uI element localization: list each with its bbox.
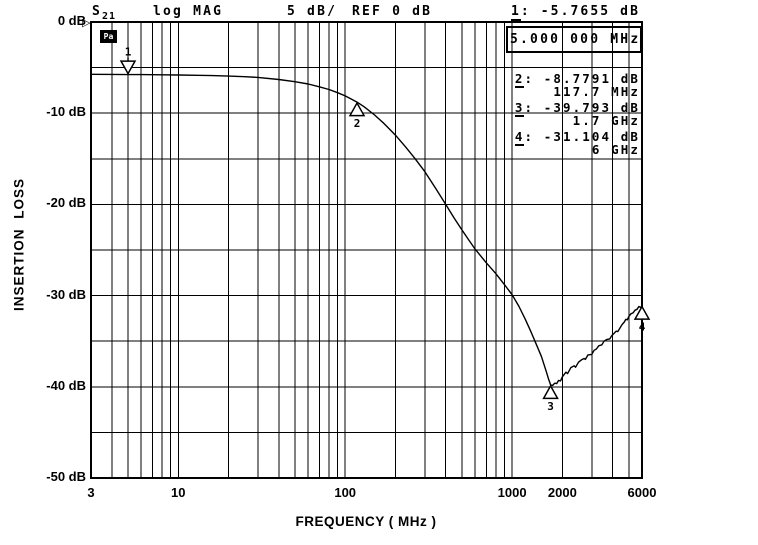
plot-border — [89, 20, 644, 480]
y-tick-label: -30 dB — [46, 286, 86, 302]
s-parameter-label: S21 — [92, 4, 116, 22]
status-badge: Pa — [100, 30, 117, 43]
format-label: log MAG — [153, 4, 224, 19]
marker1-frequency-box: 5.000 000 MHz — [506, 26, 642, 53]
marker-3-symbol — [542, 384, 559, 400]
marker2-number: 2 — [514, 71, 525, 88]
marker1-number: 1 — [510, 4, 521, 21]
reference-level-pointer-icon: ▷ — [82, 16, 91, 29]
scale-label: 5 dB/ — [287, 4, 338, 19]
x-tick-label: 1000 — [497, 485, 527, 500]
marker-4-plot-label: 4 — [639, 321, 646, 334]
marker4-frequency: 6 GHz — [591, 142, 640, 157]
marker1-readout: 1: -5.7655 dB — [510, 4, 640, 21]
marker4-readout: 4: -31.104 dB — [514, 129, 640, 146]
marker-4-symbol — [633, 305, 651, 320]
y-axis-title: INSERTION LOSS — [11, 178, 27, 312]
marker-2-plot-label: 2 — [354, 117, 361, 130]
x-tick-label: 10 — [171, 485, 186, 500]
s-parameter-subscript: 21 — [102, 11, 117, 22]
marker4-number: 4 — [514, 129, 525, 146]
marker3-value: : -39.793 dB — [524, 100, 640, 115]
marker1-frequency: 5.000 000 MHz — [510, 32, 641, 47]
reference-label: REF 0 dB — [352, 4, 433, 19]
marker3-readout: 3: -39.793 dB — [514, 100, 640, 117]
y-tick-label: -50 dB — [46, 469, 86, 484]
y-tick-label: 0 dB — [57, 13, 86, 28]
marker2-value: : -8.7791 dB — [524, 71, 640, 86]
x-tick-label: 6000 — [627, 485, 657, 500]
trace-s21 — [90, 73, 643, 387]
marker-3-plot-label: 3 — [547, 400, 554, 413]
y-tick-label: -40 dB — [46, 377, 86, 393]
s-parameter-main: S — [92, 4, 103, 19]
marker-2-symbol — [348, 101, 366, 117]
marker4-value: : -31.104 dB — [524, 129, 640, 144]
marker-1-plot-label: 1 — [125, 46, 132, 59]
x-tick-label: 100 — [334, 485, 357, 500]
y-tick-label: -20 dB — [46, 195, 86, 211]
marker2-frequency: 117.7 MHz — [553, 84, 640, 99]
marker3-frequency: 1.7 GHz — [572, 113, 640, 128]
y-tick-label: -10 dB — [46, 104, 86, 120]
x-axis-title: FREQUENCY ( MHz ) — [295, 514, 437, 529]
marker1-value: : -5.7655 dB — [520, 4, 640, 19]
marker3-number: 3 — [514, 100, 525, 117]
x-tick-label: 3 — [87, 485, 95, 500]
marker2-readout: 2: -8.7791 dB — [514, 71, 640, 88]
x-tick-label: 2000 — [547, 485, 577, 500]
marker-1-symbol — [119, 60, 137, 76]
